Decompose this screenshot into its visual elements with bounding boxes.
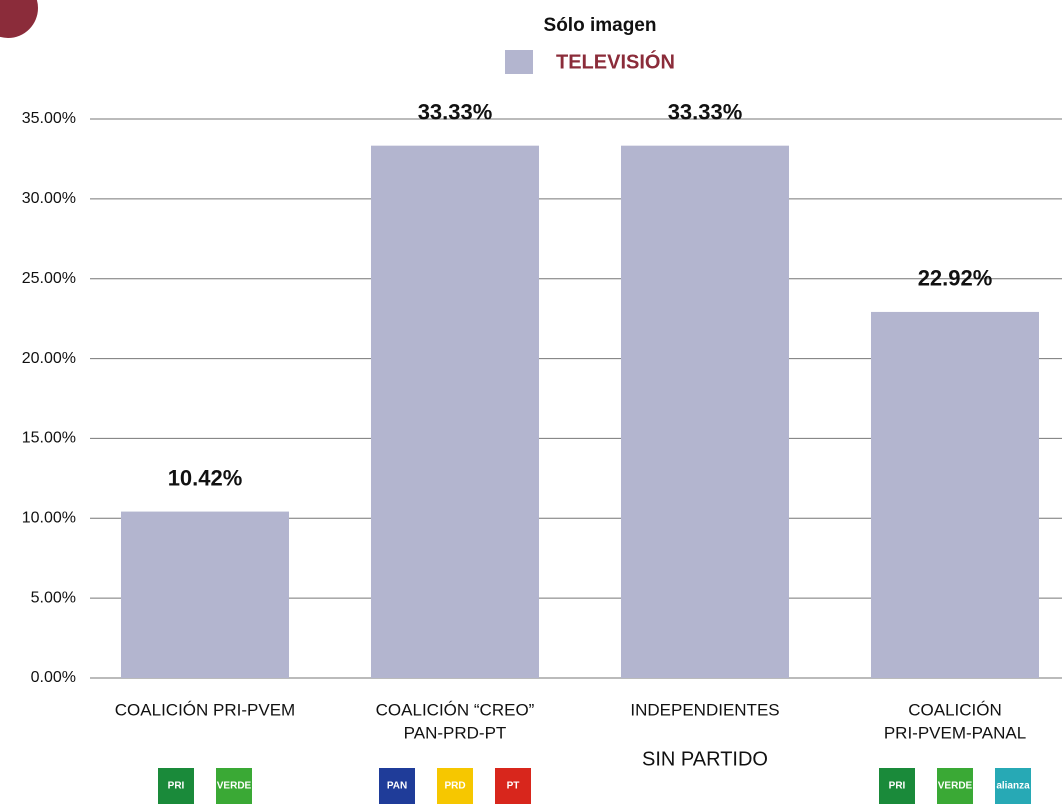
x-tick-label: PAN-PRD-PT: [404, 723, 507, 742]
y-tick-label: 5.00%: [31, 589, 76, 606]
party-logo-label: PRI: [168, 781, 185, 792]
party-logo: [216, 768, 252, 804]
bar: [871, 311, 1039, 678]
bar: [621, 145, 789, 678]
y-tick-label: 0.00%: [31, 669, 76, 686]
party-logo-label: VERDE: [217, 781, 252, 792]
bar: [121, 511, 289, 678]
party-logo: [437, 768, 473, 804]
x-tick-label: COALICIÓN: [908, 700, 1002, 719]
bar: [371, 145, 539, 678]
party-logo-label: PRI: [889, 781, 906, 792]
y-tick-label: 30.00%: [22, 190, 76, 207]
x-tick-label: PRI-PVEM-PANAL: [884, 723, 1026, 742]
party-logo-label: alianza: [996, 781, 1030, 792]
y-tick-label: 10.00%: [22, 510, 76, 527]
x-tick-label: COALICIÓN “CREO”: [376, 700, 535, 719]
legend-swatch: [505, 50, 533, 74]
value-label: 33.33%: [418, 99, 493, 124]
party-logo: [495, 768, 531, 804]
y-tick-label: 20.00%: [22, 350, 76, 367]
party-logo: [937, 768, 973, 804]
corner-logo: [0, 0, 38, 38]
party-logo-label: PT: [507, 781, 520, 792]
party-logo: [879, 768, 915, 804]
value-label: 22.92%: [918, 266, 993, 291]
party-logo: [379, 768, 415, 804]
y-tick-label: 35.00%: [22, 110, 76, 127]
chart-title: Sólo imagen: [544, 15, 657, 36]
party-logo-label: VERDE: [938, 781, 973, 792]
party-logo: [158, 768, 194, 804]
x-tick-label: COALICIÓN PRI-PVEM: [115, 700, 295, 719]
x-tick-label: INDEPENDIENTES: [630, 700, 779, 719]
legend-label: TELEVISIÓN: [556, 49, 675, 73]
party-logo: [995, 768, 1031, 804]
value-label: 33.33%: [668, 99, 743, 124]
party-logo-label: PAN: [387, 781, 407, 792]
y-tick-label: 15.00%: [22, 430, 76, 447]
y-tick-label: 25.00%: [22, 270, 76, 287]
party-logo-label: PRD: [444, 781, 465, 792]
value-label: 10.42%: [168, 465, 243, 490]
annotation: SIN PARTIDO: [642, 748, 768, 770]
